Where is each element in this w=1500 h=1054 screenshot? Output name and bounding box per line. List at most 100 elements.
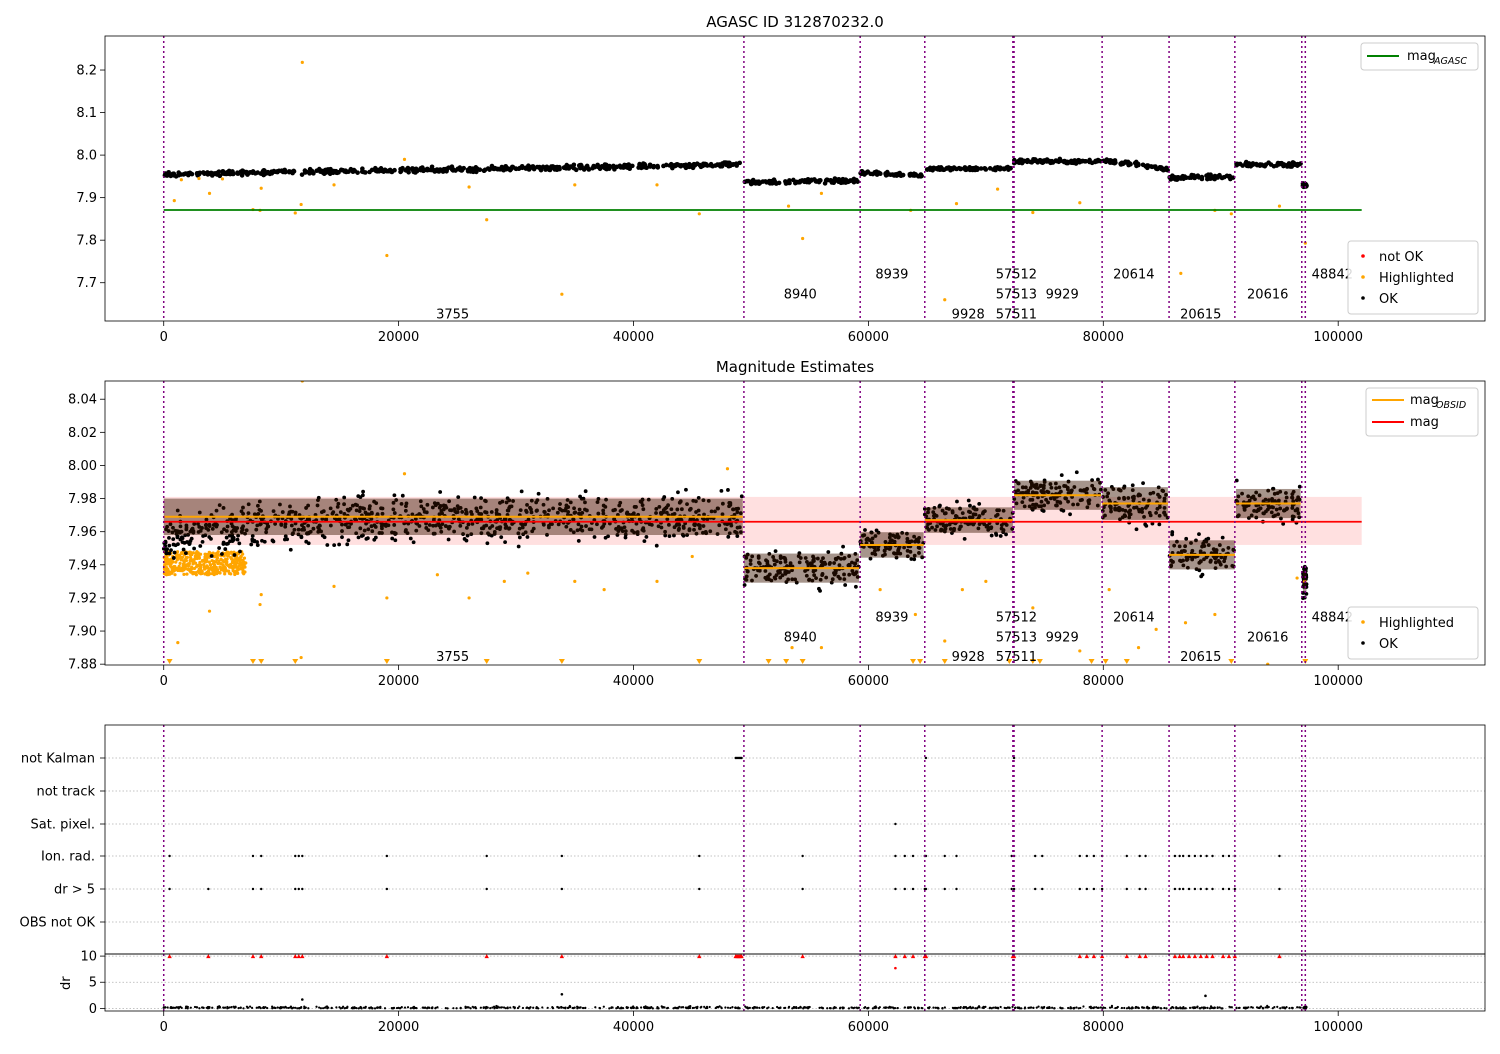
highlighted-point: [199, 563, 203, 567]
dr-point: [680, 1006, 683, 1009]
ok-point: [966, 498, 971, 503]
ok-point: [1169, 558, 1174, 563]
ok-point: [1197, 532, 1201, 537]
ok-point: [657, 504, 662, 509]
ok-point: [583, 489, 588, 494]
ok-point: [222, 527, 226, 532]
ok-point: [618, 500, 623, 505]
ok-point: [636, 512, 641, 517]
flag-point: [1187, 854, 1191, 858]
ok-point: [1202, 539, 1207, 544]
flag-point: [1078, 854, 1082, 858]
dr-clipped-marker: [1099, 954, 1105, 959]
ok-point: [869, 530, 874, 535]
highlighted-point: [177, 567, 181, 571]
ok-point: [314, 168, 320, 174]
dr-clipped-marker: [296, 954, 301, 959]
ok-point: [300, 527, 304, 532]
ok-point: [960, 511, 965, 516]
panel4-x-tick-label: 20000: [378, 1020, 419, 1035]
ok-point: [651, 163, 657, 169]
highlighted-point: [573, 183, 577, 187]
ok-point: [1039, 499, 1044, 504]
dr-point: [469, 1007, 472, 1010]
ok-point: [392, 493, 397, 498]
dr-clipped-marker: [1186, 954, 1192, 959]
ok-point: [748, 562, 753, 566]
ok-point: [735, 534, 740, 539]
panel2-legend-mag-obsid-label: mag: [1410, 393, 1439, 408]
dr-point: [248, 1005, 252, 1008]
ok-point: [603, 504, 608, 509]
ok-point: [997, 166, 1002, 172]
panel1-x-tick-label: 60000: [848, 330, 889, 345]
panel2-obsid-label: 57513: [996, 630, 1037, 645]
ok-point: [905, 531, 909, 536]
ok-point: [288, 504, 292, 509]
dr-point: [896, 1006, 899, 1010]
flag-point: [301, 854, 304, 858]
dr-point: [729, 1006, 732, 1010]
ok-point: [1222, 174, 1227, 180]
ok-point: [654, 511, 658, 515]
ok-point: [1170, 532, 1175, 537]
out-of-range-marker: [258, 659, 265, 664]
ok-point: [760, 179, 766, 184]
ok-point: [1065, 160, 1071, 166]
highlighted-point: [233, 561, 237, 565]
dr-point: [1018, 1007, 1021, 1010]
ok-point: [472, 495, 477, 500]
ok-point: [259, 171, 265, 177]
dr-clipped-marker: [1172, 954, 1178, 959]
out-of-range-marker: [917, 659, 924, 664]
ok-point: [399, 502, 404, 506]
ok-point: [1148, 491, 1153, 496]
ok-point: [427, 523, 432, 527]
ok-point: [745, 552, 750, 557]
panel3-flag-label: not Kalman: [21, 752, 95, 767]
panel3-flag-label: OBS not OK: [20, 916, 96, 931]
panel2-obsid-label: 8939: [875, 610, 908, 625]
dr-point: [556, 1005, 559, 1009]
highlighted-point: [878, 588, 882, 592]
highlighted-point: [192, 560, 196, 564]
ok-point: [927, 166, 932, 171]
ok-point: [784, 580, 789, 584]
ok-point: [1134, 527, 1139, 532]
highlighted-point: [1078, 201, 1082, 205]
dr-outlier-point: [560, 992, 564, 996]
ok-point: [826, 550, 831, 554]
ok-point: [255, 543, 260, 548]
ok-point: [1164, 492, 1168, 497]
dr-clipped-marker: [167, 954, 172, 959]
ok-point: [497, 527, 502, 532]
panel3-flag-label: dr > 5: [54, 883, 95, 898]
ok-point: [632, 504, 637, 509]
ok-point: [254, 527, 259, 532]
ok-point: [932, 505, 937, 510]
ok-point: [204, 517, 209, 522]
ok-point: [573, 167, 579, 173]
ok-point: [169, 548, 173, 553]
highlighted-point: [197, 555, 201, 559]
dr-point: [913, 1006, 916, 1009]
ok-point: [1144, 524, 1149, 528]
ok-point: [748, 558, 753, 563]
ok-point: [930, 525, 934, 530]
dr-clipped-marker: [1124, 954, 1129, 959]
ok-point: [572, 506, 576, 511]
dr-clipped-marker: [1192, 954, 1198, 959]
ok-point: [1254, 161, 1259, 167]
dr-point: [867, 1006, 870, 1009]
ok-point: [338, 510, 343, 515]
ok-point: [1270, 497, 1274, 501]
ok-point: [811, 554, 815, 559]
panel3-flag-label: Ion. rad.: [41, 850, 95, 865]
highlighted-point: [179, 555, 183, 560]
dr-point: [466, 1006, 470, 1009]
dr-point: [1175, 1006, 1178, 1009]
ok-point: [744, 577, 749, 582]
ok-point: [790, 568, 794, 573]
highlighted-point: [293, 211, 297, 215]
